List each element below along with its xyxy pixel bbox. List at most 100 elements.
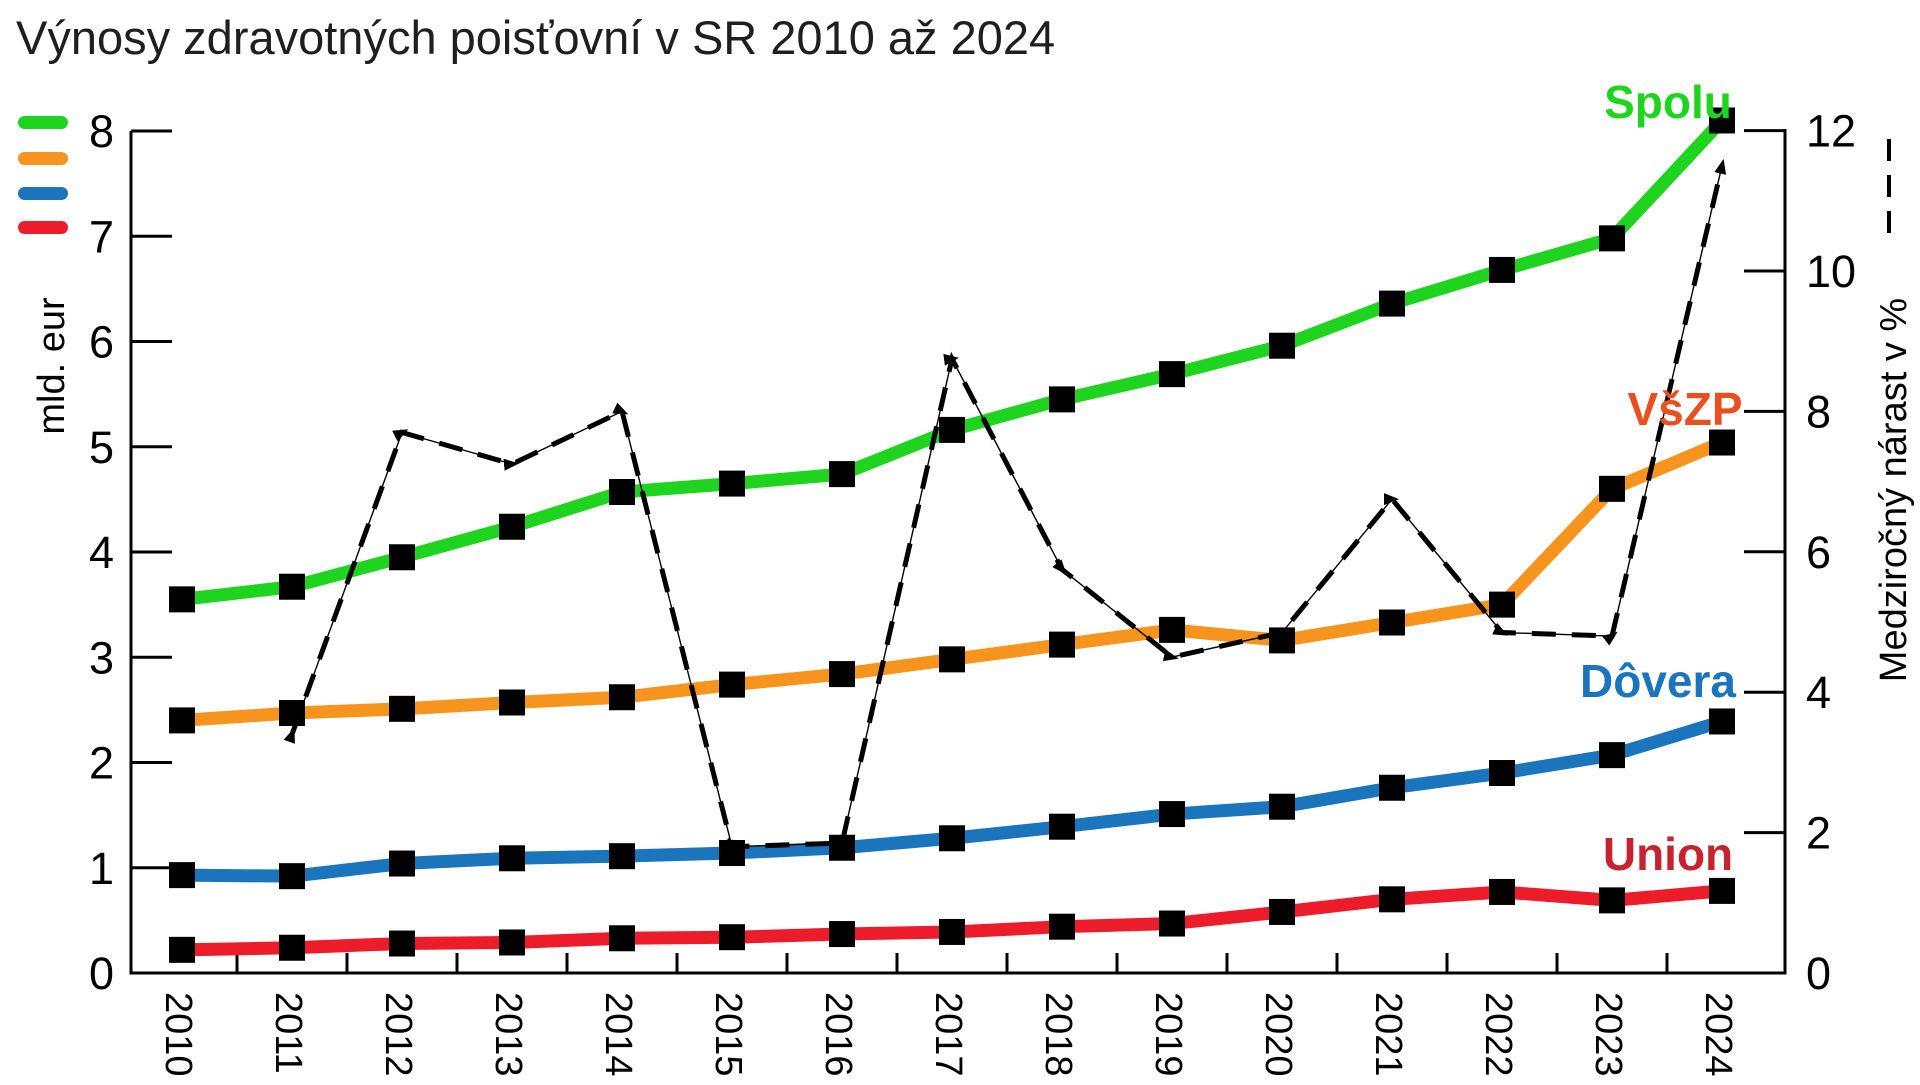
x-axis-year-label: 2018 [1037, 992, 1079, 1077]
chart-title: Výnosy zdravotných poisťovní v SR 2010 a… [16, 11, 1056, 64]
data-point-marker-dvera [279, 863, 305, 890]
data-point-marker-vzp [719, 671, 745, 698]
x-axis-year-label: 2011 [267, 992, 309, 1074]
data-point-marker-vzp [389, 695, 415, 722]
data-point-marker-vzp [169, 707, 195, 734]
series-label-dvera: Dôvera [1580, 655, 1736, 707]
x-axis-year-label: 2019 [1147, 992, 1189, 1077]
left-axis-tick-label: 4 [89, 527, 114, 578]
left-axis-tick-label: 7 [89, 211, 114, 262]
data-point-marker-vzp [1159, 616, 1185, 643]
data-point-marker-dvera [939, 825, 965, 852]
data-point-marker-spolu [939, 416, 965, 443]
data-point-marker-vzp [1049, 631, 1075, 658]
data-point-marker-dvera [1269, 793, 1295, 820]
series-label-vzp: VšZP [1627, 383, 1742, 435]
data-point-marker-dvera [609, 843, 635, 870]
data-point-marker-union [1489, 878, 1515, 905]
data-point-marker-vzp [1709, 429, 1735, 456]
data-point-marker-spolu [1269, 332, 1295, 359]
data-point-marker-spolu [829, 461, 855, 488]
x-axis-year-label: 2016 [817, 992, 859, 1077]
data-point-marker-union [1269, 898, 1295, 925]
data-point-marker-vzp [1489, 591, 1515, 618]
data-point-marker-dvera [169, 862, 195, 889]
data-point-marker-spolu [1159, 361, 1185, 388]
growth-line-dashed [289, 165, 1725, 850]
data-point-marker-spolu [499, 513, 525, 540]
data-point-marker-vzp [499, 689, 525, 716]
left-axis-title: mld. eur [31, 297, 73, 435]
data-point-marker-vzp [279, 700, 305, 727]
data-point-marker-union [499, 929, 525, 956]
legend-swatch-spolu [18, 116, 68, 129]
data-point-marker-union [1709, 877, 1735, 904]
data-point-marker-spolu [609, 479, 635, 506]
series-label-spolu: Spolu [1604, 76, 1732, 128]
data-point-marker-union [719, 924, 745, 951]
data-point-marker-union [1049, 913, 1075, 940]
data-point-marker-dvera [1159, 801, 1185, 828]
right-axis-tick-label: 12 [1806, 106, 1856, 157]
data-point-marker-vzp [609, 684, 635, 711]
data-point-marker-spolu [1599, 225, 1625, 252]
data-point-marker-dvera [719, 840, 745, 867]
data-point-marker-vzp [829, 661, 855, 688]
left-axis-tick-label: 6 [89, 317, 114, 368]
data-point-marker-dvera [1599, 742, 1625, 769]
data-point-marker-vzp [939, 646, 965, 673]
x-axis-year-label: 2024 [1697, 992, 1739, 1077]
data-point-marker-spolu [1709, 107, 1735, 134]
left-axis-tick-label: 5 [89, 422, 114, 473]
data-point-marker-union [1599, 887, 1625, 914]
data-point-marker-spolu [719, 470, 745, 497]
data-point-marker-dvera [1049, 813, 1075, 840]
data-point-marker-spolu [1489, 256, 1515, 283]
data-point-marker-dvera [1709, 708, 1735, 735]
left-axis-tick-label: 3 [89, 632, 114, 683]
x-axis-year-label: 2014 [597, 992, 639, 1077]
data-point-marker-dvera [389, 850, 415, 877]
right-axis-tick-label: 8 [1806, 386, 1831, 437]
series-label-union: Union [1603, 828, 1733, 880]
data-point-marker-union [389, 930, 415, 957]
left-axis-tick-label: 1 [89, 843, 114, 894]
data-point-marker-spolu [1379, 290, 1405, 317]
x-axis-year-label: 2017 [927, 992, 969, 1077]
left-axis-tick-label: 8 [89, 106, 114, 157]
data-point-marker-vzp [1269, 627, 1295, 654]
data-point-marker-spolu [279, 573, 305, 600]
right-axis-title: Medziročný nárast v % [1873, 298, 1915, 682]
data-point-marker-dvera [829, 834, 855, 861]
data-point-marker-vzp [1599, 475, 1625, 502]
legend-swatch-union [18, 221, 68, 234]
data-point-marker-union [939, 918, 965, 945]
right-axis-tick-label: 10 [1806, 246, 1856, 297]
data-point-marker-union [279, 934, 305, 961]
right-axis-tick-label: 6 [1806, 527, 1831, 578]
data-point-marker-union [169, 936, 195, 963]
data-point-marker-vzp [1379, 609, 1405, 636]
series-line-vzp [175, 436, 1729, 727]
x-axis-year-label: 2015 [707, 992, 749, 1077]
x-axis-year-label: 2020 [1257, 992, 1299, 1077]
data-point-marker-dvera [1489, 760, 1515, 787]
data-point-marker-spolu [389, 544, 415, 571]
x-axis-year-label: 2012 [377, 992, 419, 1077]
legend-swatch-dvera [18, 187, 68, 200]
legend-swatch-vzp [18, 152, 68, 165]
right-axis-tick-label: 4 [1806, 667, 1831, 718]
x-axis-year-label: 2021 [1367, 992, 1409, 1077]
data-point-marker-union [1159, 910, 1185, 937]
x-axis-year-label: 2023 [1587, 992, 1629, 1077]
x-axis-year-label: 2010 [157, 992, 199, 1077]
data-point-marker-union [829, 921, 855, 948]
right-axis-tick-label: 2 [1806, 808, 1831, 859]
right-axis-tick-label: 0 [1806, 948, 1831, 999]
data-point-marker-spolu [169, 586, 195, 613]
data-point-marker-dvera [1379, 774, 1405, 801]
x-axis-year-label: 2022 [1477, 992, 1519, 1077]
data-point-marker-spolu [1049, 386, 1075, 413]
